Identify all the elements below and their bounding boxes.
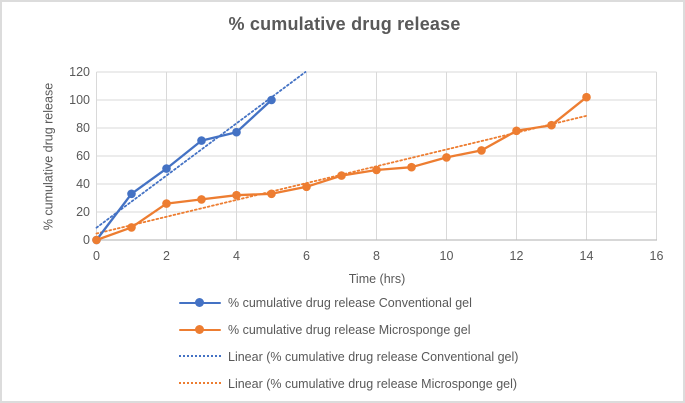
legend-label: % cumulative drug release Microsponge ge…	[228, 322, 471, 337]
x-tick-label: 14	[579, 249, 594, 263]
data-point	[162, 199, 171, 208]
legend: % cumulative drug release Conventional g…	[179, 289, 518, 397]
legend-line-marker-icon	[179, 325, 221, 335]
data-point	[582, 92, 591, 102]
y-tick-label: 0	[83, 232, 90, 247]
data-point	[197, 195, 206, 204]
data-point	[92, 235, 101, 245]
x-axis-title: Time (hrs)	[348, 272, 406, 286]
legend-label: % cumulative drug release Conventional g…	[228, 295, 472, 310]
x-tick-label: 4	[233, 249, 240, 263]
y-tick-label: 120	[69, 64, 90, 79]
y-tick-label: 100	[69, 92, 90, 107]
data-point	[407, 162, 416, 172]
data-point	[232, 190, 241, 200]
trendline	[95, 71, 307, 229]
data-point	[337, 171, 346, 180]
y-tick-label: 60	[76, 148, 90, 163]
legend-line-marker-icon	[179, 298, 221, 308]
data-point	[232, 127, 241, 137]
legend-item: % cumulative drug release Microsponge ge…	[179, 316, 518, 343]
x-tick-label: 10	[439, 249, 454, 263]
x-tick-label: 8	[373, 249, 380, 263]
data-point	[512, 126, 521, 136]
x-tick-label: 12	[509, 249, 524, 263]
data-point	[547, 120, 556, 130]
legend-item: % cumulative drug release Conventional g…	[179, 289, 518, 316]
legend-label: Linear (% cumulative drug release Micros…	[228, 376, 518, 391]
data-point	[267, 95, 276, 105]
data-point	[302, 182, 311, 192]
x-tick-label: 6	[303, 249, 310, 263]
x-tick-label: 0	[93, 249, 100, 263]
data-point	[162, 164, 171, 173]
data-point	[442, 153, 451, 162]
legend-dotted-line-icon	[179, 379, 221, 389]
data-point	[477, 146, 486, 155]
y-tick-label: 40	[76, 176, 90, 191]
series-line	[95, 98, 273, 242]
data-point	[197, 136, 206, 145]
y-tick-label: 80	[76, 120, 90, 135]
x-tick-label: 2	[163, 249, 170, 263]
legend-dotted-line-icon	[179, 352, 221, 362]
legend-item: Linear (% cumulative drug release Micros…	[179, 370, 518, 397]
data-point	[127, 189, 136, 199]
data-point	[127, 223, 136, 232]
chart-title: % cumulative drug release	[228, 14, 461, 34]
y-axis-title: % cumulative drug release	[41, 82, 56, 231]
x-tick-label: 16	[649, 249, 664, 263]
y-tick-label: 20	[76, 204, 90, 219]
data-point	[267, 189, 276, 199]
legend-label: Linear (% cumulative drug release Conven…	[228, 349, 519, 364]
data-point	[372, 165, 381, 175]
legend-item: Linear (% cumulative drug release Conven…	[179, 343, 518, 370]
